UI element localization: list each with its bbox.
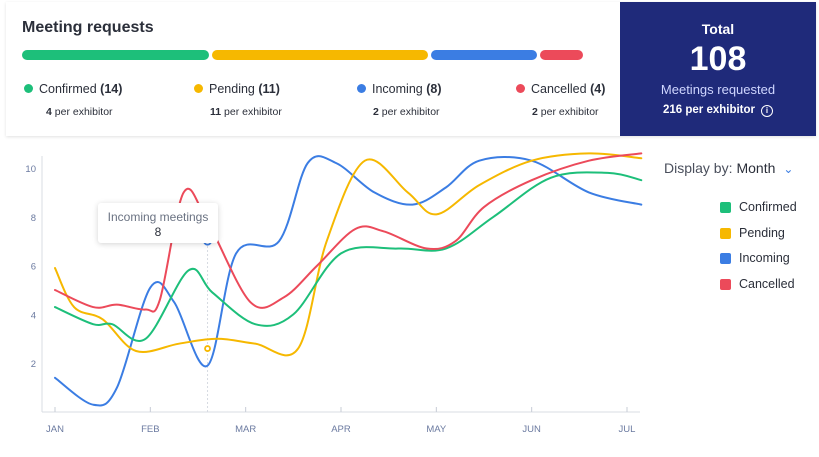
pending-dot-icon (194, 84, 203, 93)
legend-swatch-icon (720, 202, 731, 213)
chevron-down-icon: ⌄ (783, 162, 794, 176)
status-count: (14) (100, 82, 123, 96)
per-value: 2 (373, 106, 379, 118)
series-line-pending (54, 152, 643, 357)
chart-area: 2 4 6 8 10 JAN FEB MAR APR MAY JUN JUL (0, 136, 819, 452)
status-label: Cancelled (531, 82, 587, 96)
chart-tooltip: Incoming meetings 8 (98, 203, 218, 243)
confirmed-dot-icon (24, 84, 33, 93)
status-count: (4) (590, 82, 606, 96)
series-line-cancelled (54, 152, 643, 313)
legend-item-incoming[interactable]: Incoming (720, 251, 790, 265)
total-label: Total (701, 21, 735, 37)
tooltip-value: 8 (154, 225, 162, 239)
per-label: per exhibitor (224, 106, 282, 118)
tooltip-title: Incoming meetings (107, 210, 209, 224)
legend-item-cancelled[interactable]: Cancelled (720, 277, 795, 291)
x-tick-label: JAN (46, 424, 64, 435)
status-incoming[interactable]: Incoming (8) (357, 82, 442, 96)
progress-segment-incoming (430, 50, 538, 60)
status-label: Confirmed (39, 82, 97, 96)
page-title: Meeting requests (22, 19, 154, 36)
total-subtitle: Meetings requested (660, 82, 776, 97)
progress-segment-pending (212, 50, 428, 60)
per-value: 2 (532, 106, 538, 118)
display-by-value: Month (736, 160, 776, 176)
per-value: 11 (210, 106, 222, 118)
per-exhibitor-pending: 11 per exhibitor (210, 106, 282, 118)
legend-label: Incoming (739, 251, 790, 265)
y-tick-label: 8 (31, 213, 36, 224)
status-confirmed[interactable]: Confirmed (14) (24, 82, 122, 96)
total-card: Total 108 Meetings requested 216 per exh… (620, 2, 816, 136)
legend-label: Confirmed (739, 200, 797, 214)
hover-point-pending (204, 345, 211, 352)
incoming-dot-icon (357, 84, 366, 93)
legend-swatch-icon (720, 279, 731, 290)
x-tick-label: JUN (522, 424, 541, 435)
progress-segment-cancelled (540, 50, 584, 60)
legend-swatch-icon (720, 228, 731, 239)
per-label: per exhibitor (54, 106, 113, 118)
status-label: Pending (209, 82, 255, 96)
legend-label: Pending (739, 226, 785, 240)
series-line-incoming (54, 155, 643, 407)
progress-segment-confirmed (22, 50, 210, 60)
per-value: 4 (46, 106, 52, 118)
total-value: 108 (689, 40, 747, 78)
display-by-dropdown[interactable]: Display by: Month ⌄ (664, 160, 793, 176)
per-exhibitor-confirmed: 4 per exhibitor (46, 106, 113, 118)
per-exhibitor-incoming: 2 per exhibitor (373, 106, 440, 118)
series-line-confirmed (54, 171, 643, 342)
x-tick-label: JUL (619, 424, 636, 435)
x-tick-label: MAY (426, 424, 447, 435)
legend-swatch-icon (720, 253, 731, 264)
x-tick-label: FEB (141, 424, 159, 435)
status-count: (11) (258, 82, 280, 96)
per-label: per exhibitor (540, 106, 599, 118)
y-tick-label: 4 (31, 310, 36, 321)
line-chart: 2 4 6 8 10 JAN FEB MAR APR MAY JUN JUL (25, 152, 643, 435)
y-tick-label: 2 (31, 359, 36, 370)
x-tick-label: APR (331, 424, 351, 435)
per-exhibitor-cancelled: 2 per exhibitor (532, 106, 599, 118)
cancelled-dot-icon (516, 84, 525, 93)
status-pending[interactable]: Pending (11) (194, 82, 280, 96)
legend-item-pending[interactable]: Pending (720, 226, 785, 240)
total-per-exhibitor: 216 per exhibitor i (620, 104, 816, 117)
display-by-label: Display by: (664, 160, 733, 176)
legend-label: Cancelled (739, 277, 795, 291)
y-tick-label: 6 (31, 262, 36, 273)
x-tick-label: MAR (235, 424, 256, 435)
y-tick-label: 10 (25, 164, 36, 175)
status-label: Incoming (372, 82, 423, 96)
status-cancelled[interactable]: Cancelled (4) (516, 82, 605, 96)
per-label: per exhibitor (381, 106, 440, 118)
total-per-text: 216 per exhibitor (662, 104, 756, 116)
status-count: (8) (426, 82, 442, 96)
legend-item-confirmed[interactable]: Confirmed (720, 200, 797, 214)
info-icon[interactable]: i (761, 105, 774, 117)
